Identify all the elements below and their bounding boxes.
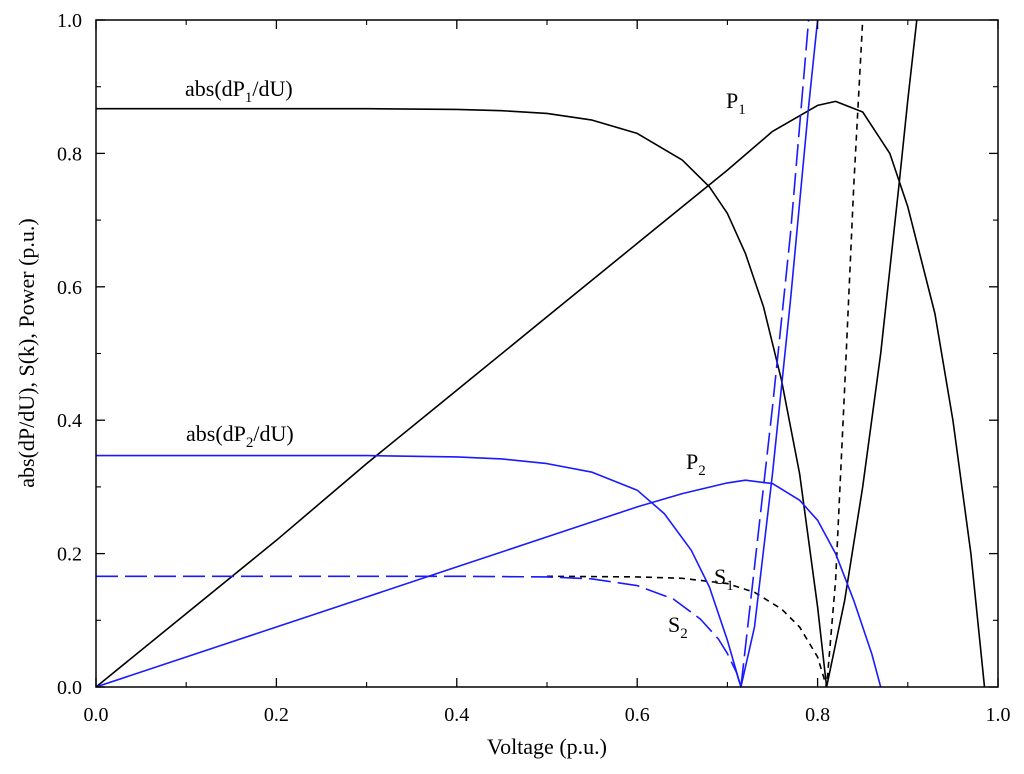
series-p2 (96, 479, 882, 687)
annotation-dp1: abs(dP1/dU) (185, 76, 293, 106)
x-tick-label: 0.8 (805, 704, 830, 726)
x-tick-label: 0.0 (84, 704, 109, 726)
series-dp2 (96, 20, 819, 687)
annotation-dp1-part: 1 (245, 90, 253, 106)
annotation-p2: P2 (686, 449, 706, 479)
x-tick-label: 0.2 (264, 704, 289, 726)
annotation-p1-part: 1 (738, 102, 746, 118)
annotation-s2-part: S (668, 612, 680, 637)
annotation-dp2-part: 2 (246, 435, 254, 451)
y-tick-label: 0.8 (57, 143, 82, 165)
annotation-s2: S2 (668, 612, 688, 642)
series-p1 (96, 100, 986, 687)
x-tick-label: 1.0 (986, 704, 1011, 726)
annotation-p2-part: P (686, 449, 698, 474)
annotation-p1-part: P (726, 88, 738, 113)
y-tick-label: 1.0 (57, 10, 82, 32)
x-axis-label: Voltage (p.u.) (487, 734, 607, 759)
annotation-s1-part: 1 (726, 578, 734, 594)
annotation-dp2: abs(dP2/dU) (186, 421, 294, 451)
y-tick-label: 0.4 (57, 410, 82, 432)
series-dp1 (96, 20, 918, 687)
annotation-dp1-part: /dU) (252, 76, 292, 101)
series-s1 (546, 20, 864, 687)
y-tick-label: 0.0 (57, 677, 82, 699)
annotation-dp1-part: abs(dP (185, 76, 245, 101)
annotation-s1: S1 (714, 564, 734, 594)
annotation-p2-part: 2 (698, 463, 706, 479)
annotation-s2-part: 2 (680, 626, 688, 642)
y-tick-label: 0.6 (57, 277, 82, 299)
annotation-s1-part: S (714, 564, 726, 589)
ticks-layer: 0.0 0.2 0.4 0.6 0.8 1.0 0.0 0.2 0.4 0.6 0.8 1.0 (57, 10, 1011, 726)
series-s2 (96, 20, 810, 687)
y-tick-label: 0.2 (57, 544, 82, 566)
series-layer (96, 20, 986, 687)
annotation-dp2-part: /dU) (253, 421, 293, 446)
x-tick-label: 0.4 (444, 704, 469, 726)
annotation-p1: P1 (726, 88, 746, 118)
y-axis-label: abs(dP/dU), S(k), Power (p.u.) (14, 218, 39, 487)
x-tick-label: 0.6 (625, 704, 650, 726)
annotation-dp2-part: abs(dP (186, 421, 246, 446)
plot-frame (95, 19, 999, 688)
